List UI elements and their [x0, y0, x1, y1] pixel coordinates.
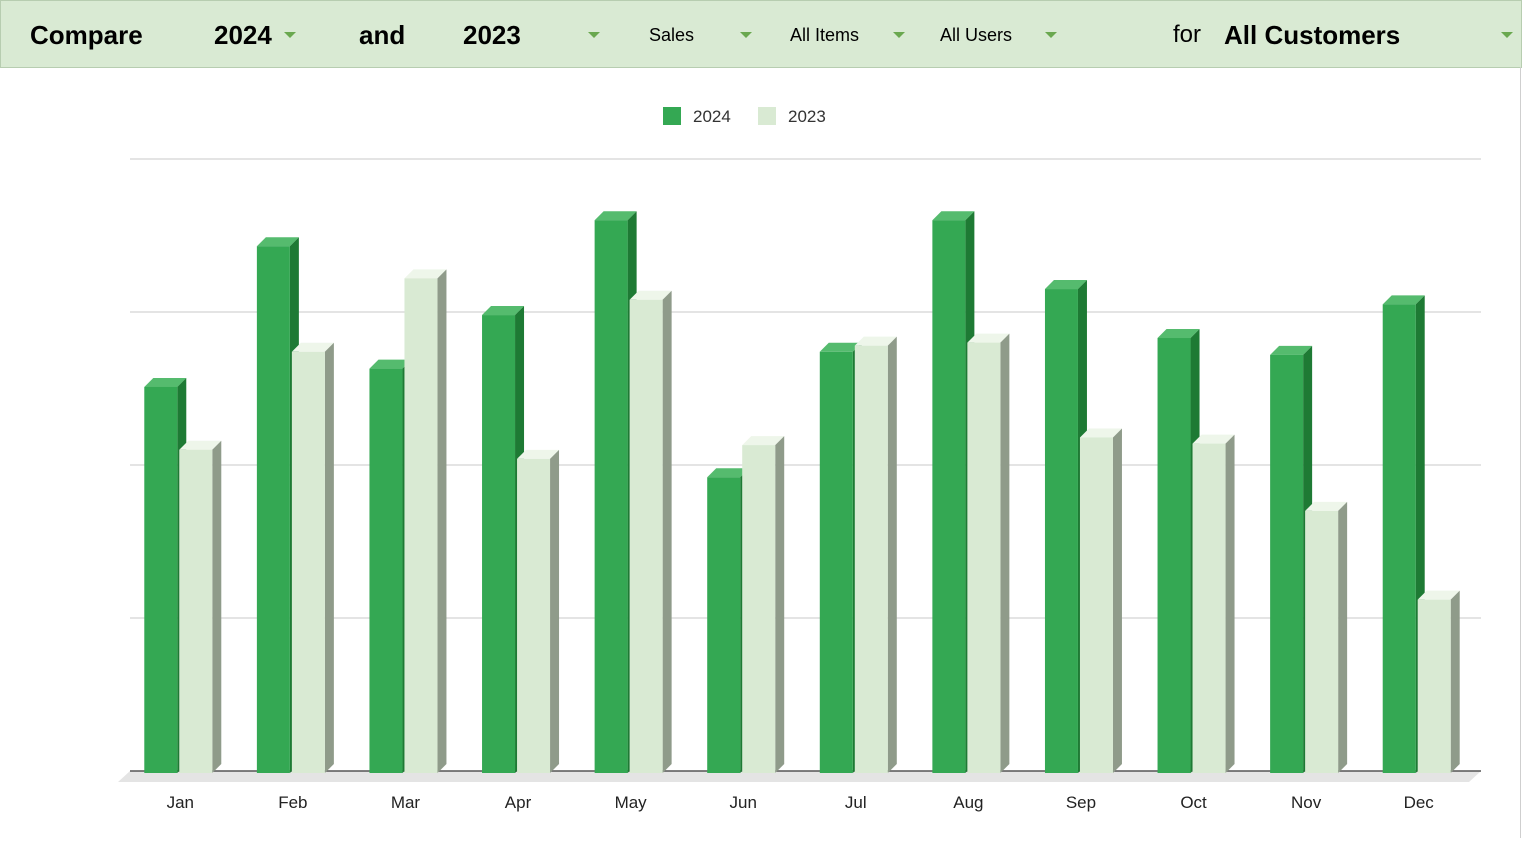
bar-top-2024-dec [1382, 295, 1425, 305]
bar-2024-oct [1157, 338, 1191, 773]
bar-2024-aug [932, 220, 966, 773]
bar-2024-mar [369, 368, 403, 773]
bar-top-2023-jul [854, 336, 897, 346]
x-tick-label: Jan [167, 793, 194, 812]
bar-top-2024-jan [144, 377, 187, 387]
bar-2023-dec [1417, 599, 1451, 773]
x-tick-label: May [615, 793, 648, 812]
bar-top-2023-dec [1417, 590, 1460, 600]
bar-top-2023-sep [1079, 428, 1122, 438]
users-dropdown-arrow-icon[interactable] [1045, 32, 1057, 38]
year-b-dropdown-arrow-icon[interactable] [588, 32, 600, 38]
x-tick-label: Mar [391, 793, 421, 812]
items-dropdown-arrow-icon[interactable] [893, 32, 905, 38]
and-label: and [359, 20, 406, 50]
users-select[interactable]: All Users [940, 25, 1013, 45]
bar-2024-sep [1044, 289, 1078, 773]
bar-top-2024-nov [1270, 345, 1313, 355]
bar-side-2023-feb [324, 342, 334, 773]
legend-swatch-2024 [663, 107, 681, 125]
metric-select[interactable]: Sales [649, 25, 695, 45]
bar-side-2023-jun [775, 436, 785, 773]
bar-side-2023-dec [1450, 590, 1460, 773]
chart-floor [118, 771, 1481, 782]
bar-side-2023-sep [1112, 428, 1122, 773]
bar-2024-nov [1270, 354, 1304, 773]
bar-2024-jan [144, 386, 178, 773]
year-b-select[interactable]: 2023 [463, 20, 521, 50]
bar-2024-dec [1382, 304, 1416, 773]
x-tick-label: Jun [729, 793, 756, 812]
customers-dropdown-arrow-icon[interactable] [1501, 32, 1513, 38]
bar-top-2024-mar [369, 359, 412, 369]
x-tick-label: Jul [845, 793, 867, 812]
bar-2023-apr [517, 458, 551, 773]
bar-2023-jul [854, 345, 888, 773]
bar-2023-oct [1192, 443, 1226, 773]
bar-top-2023-mar [404, 269, 447, 279]
x-tick-label: Aug [953, 793, 983, 812]
bar-2023-jan [179, 449, 213, 773]
bar-top-2024-jun [707, 468, 750, 478]
bar-2024-apr [482, 315, 516, 773]
bar-2023-nov [1305, 510, 1339, 773]
bar-2024-feb [256, 246, 290, 773]
filter-toolbar: Compare 2024 and 2023 Sales All Items Al… [0, 0, 1522, 68]
bar-2024-jul [819, 351, 853, 773]
bar-top-2024-may [594, 211, 637, 221]
bar-2023-aug [967, 342, 1001, 773]
bar-top-2023-aug [967, 333, 1010, 343]
bar-2024-may [594, 220, 628, 773]
bar-side-2023-jul [887, 336, 897, 773]
bar-top-2024-aug [932, 211, 975, 221]
bar-side-2023-oct [1225, 434, 1235, 773]
bar-2023-feb [291, 351, 325, 773]
bar-side-2023-may [662, 290, 672, 773]
bar-top-2024-feb [256, 237, 299, 247]
bar-chart: Jan Feb Mar Apr May Jun Jul Aug Sep Oct Nov Dec 2024… [118, 107, 1481, 812]
x-tick-label: Sep [1066, 793, 1096, 812]
bar-2023-sep [1079, 437, 1113, 773]
bar-top-2024-oct [1157, 329, 1200, 339]
bar-side-2023-jan [212, 440, 222, 773]
bar-top-2023-may [629, 290, 672, 300]
x-tick-label: Nov [1291, 793, 1322, 812]
x-tick-label: Dec [1404, 793, 1435, 812]
bar-2023-may [629, 299, 663, 773]
compare-label: Compare [30, 20, 143, 50]
chart-container: Jan Feb Mar Apr May Jun Jul Aug Sep Oct Nov Dec 2024… [0, 67, 1521, 838]
bar-top-2023-feb [291, 342, 334, 352]
bar-top-2023-jun [742, 436, 785, 446]
bar-side-2023-nov [1338, 501, 1348, 773]
bar-top-2024-jul [819, 342, 862, 352]
bar-top-2023-nov [1305, 501, 1348, 511]
x-tick-label: Apr [505, 793, 532, 812]
legend-label-2024: 2024 [693, 107, 731, 126]
legend-swatch-2023 [758, 107, 776, 125]
bar-2023-mar [404, 278, 438, 773]
customers-select[interactable]: All Customers [1224, 20, 1401, 50]
x-tick-label: Feb [278, 793, 307, 812]
bar-top-2024-sep [1044, 280, 1087, 290]
year-a-dropdown-arrow-icon[interactable] [284, 32, 296, 38]
bar-side-2023-mar [437, 269, 447, 773]
items-select[interactable]: All Items [790, 25, 860, 45]
bar-top-2023-jan [179, 440, 222, 450]
metric-dropdown-arrow-icon[interactable] [740, 32, 752, 38]
year-a-select[interactable]: 2024 [214, 20, 272, 50]
for-label: for [1173, 21, 1202, 48]
bar-2024-jun [707, 477, 741, 773]
bar-top-2023-oct [1192, 434, 1235, 444]
bar-side-2023-aug [1000, 333, 1010, 773]
bar-top-2023-apr [517, 449, 560, 459]
bar-side-2023-apr [550, 449, 560, 773]
bar-2023-jun [742, 445, 776, 773]
x-tick-label: Oct [1180, 793, 1207, 812]
legend-label-2023: 2023 [788, 107, 826, 126]
bar-top-2024-apr [482, 306, 525, 316]
